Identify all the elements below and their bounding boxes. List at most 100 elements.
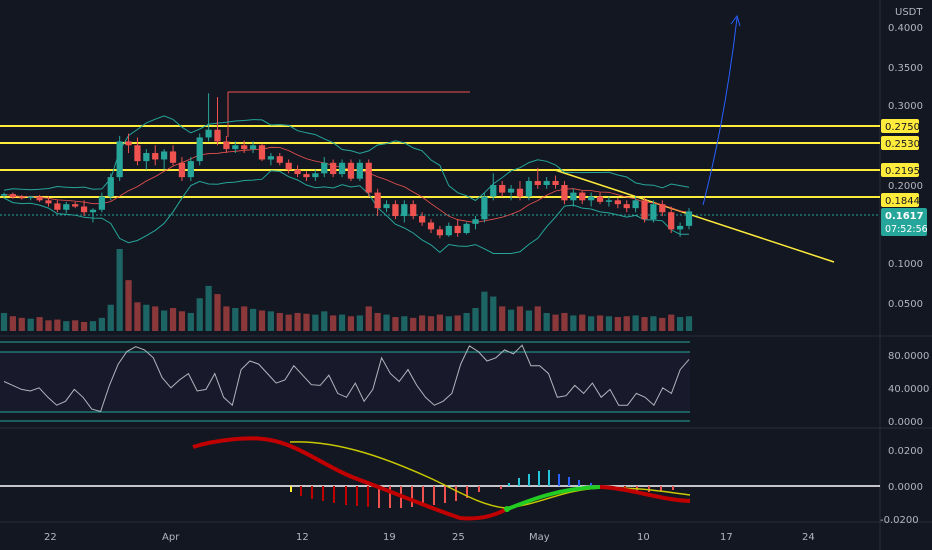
candle-body[interactable] [18,197,25,199]
candle-body[interactable] [650,204,657,220]
candle-body[interactable] [490,185,497,197]
macd-histogram-bar [322,486,324,501]
candle-body[interactable] [214,129,221,142]
macd-histogram-bar [568,477,570,486]
candle-body[interactable] [116,141,123,178]
candle-body[interactable] [436,229,444,236]
candle-body[interactable] [401,204,408,217]
candle-body[interactable] [72,204,79,207]
candle-body[interactable] [410,204,417,217]
candle-body[interactable] [472,219,479,224]
candle-body[interactable] [383,204,390,209]
candle-body[interactable] [499,185,506,193]
candle-body[interactable] [276,156,283,163]
candle-body[interactable] [534,181,541,185]
volume-bar [472,308,479,331]
volume-bar [214,294,221,331]
descending-trendline[interactable] [554,169,835,263]
candle-body[interactable] [303,174,310,178]
candle-body[interactable] [516,188,524,197]
macd-histogram-bar [478,486,480,492]
candle-body[interactable] [89,209,97,213]
candle-body[interactable] [187,161,194,178]
candle-body[interactable] [685,211,693,226]
candle-body[interactable] [507,188,515,193]
volume-bar [401,316,408,331]
candle-body[interactable] [392,204,399,217]
candle-body[interactable] [659,204,666,213]
candle-body[interactable] [481,196,488,220]
candle-body[interactable] [205,129,212,138]
candle-body[interactable] [579,192,586,201]
candle-body[interactable] [9,194,17,198]
candle-body[interactable] [161,151,168,160]
candle-body[interactable] [605,200,613,202]
candle-body[interactable] [169,151,177,163]
candle-body[interactable] [427,222,435,230]
candle-body[interactable] [374,192,381,209]
volume-bar [427,316,435,331]
candle-body[interactable] [668,212,675,230]
candle-body[interactable] [445,225,452,236]
volume-bar [330,315,337,331]
candle-body[interactable] [241,145,248,150]
candle-body[interactable] [588,196,595,201]
candle-body[interactable] [36,196,43,201]
volume-bar [89,321,97,331]
volume-bar [116,249,123,331]
candle-body[interactable] [463,223,470,234]
candle-body[interactable] [454,225,461,234]
candle-body[interactable] [552,181,559,185]
volume-bar [410,317,417,331]
candle-body[interactable] [321,162,328,174]
candle-body[interactable] [107,177,114,197]
candle-body[interactable] [312,173,319,178]
macd-line-red-end [599,485,691,503]
candle-body[interactable] [196,137,203,162]
candle-body[interactable] [285,162,292,170]
currency-label: USDT [895,7,923,18]
candle-body[interactable] [232,145,239,150]
arrow-path[interactable] [702,17,738,206]
candle-body[interactable] [525,181,532,197]
candle-body[interactable] [267,156,274,160]
candle-body[interactable] [347,162,355,179]
candle-body[interactable] [614,200,621,205]
candle-body[interactable] [543,181,550,185]
candle-body[interactable] [134,145,141,162]
candle-body[interactable] [338,162,346,175]
candle-body[interactable] [152,153,159,160]
volume-bar [356,315,363,331]
candle-body[interactable] [356,162,363,179]
candle-body[interactable] [0,194,8,196]
candle-body[interactable] [80,206,88,213]
candle-body[interactable] [632,200,639,209]
macd-histogram-bar [660,486,662,491]
candle-body[interactable] [178,162,186,178]
candle-body[interactable] [54,203,61,210]
candle-body[interactable] [419,216,426,223]
candle-body[interactable] [596,196,604,202]
candle-body[interactable] [258,145,266,160]
candle-body[interactable] [63,204,70,210]
candle-body[interactable] [223,141,230,150]
candle-body[interactable] [27,196,34,199]
candle-body[interactable] [330,162,337,175]
volume-bar [0,312,8,331]
candle-body[interactable] [294,169,301,175]
candle-body[interactable] [365,162,372,193]
candle-body[interactable] [641,200,648,220]
price-tick: 0.3500 [888,63,923,74]
candle-body[interactable] [570,192,577,201]
candle-body[interactable] [249,145,257,150]
candle-body[interactable] [125,141,132,146]
candle-body[interactable] [143,153,150,162]
candle-body[interactable] [676,225,684,230]
time-tick: 12 [296,532,309,543]
candle-body[interactable] [561,185,568,201]
candle-body[interactable] [45,200,52,204]
volume-bar [534,306,541,331]
candle-body[interactable] [623,204,630,209]
candle-body[interactable] [98,196,105,210]
